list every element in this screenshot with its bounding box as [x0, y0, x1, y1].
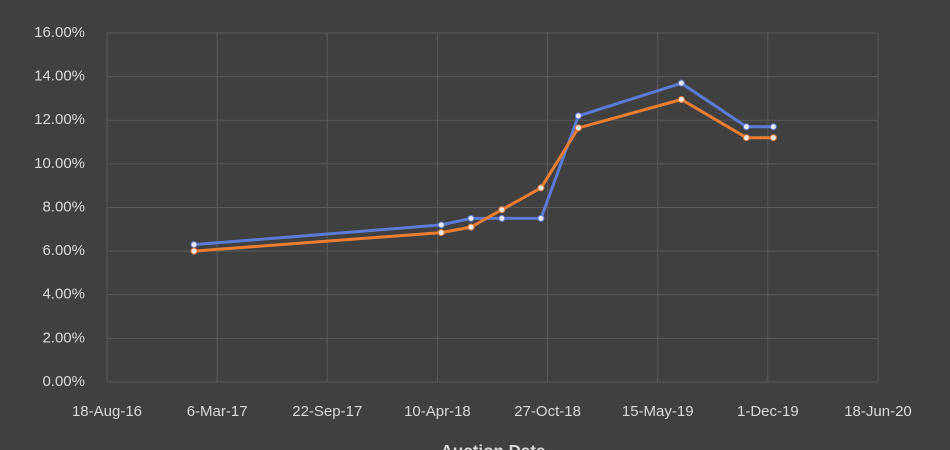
point-marker — [742, 134, 750, 142]
y-tick-label: 2.00% — [42, 329, 85, 346]
y-tick-label: 8.00% — [42, 198, 85, 215]
point-marker — [574, 124, 582, 132]
y-tick-label: 14.00% — [34, 68, 85, 85]
y-tick-label: 12.00% — [34, 111, 85, 128]
y-tick-label: 4.00% — [42, 286, 85, 303]
point-marker — [467, 214, 475, 222]
point-marker — [742, 123, 750, 131]
x-tick-label: 10-Apr-18 — [404, 403, 471, 420]
y-tick-label: 6.00% — [42, 242, 85, 259]
point-marker — [677, 79, 685, 87]
series-line — [193, 98, 774, 253]
x-tick-label: 27-Oct-18 — [514, 403, 581, 420]
point-marker — [437, 229, 445, 237]
point-marker — [537, 184, 545, 192]
x-tick-label: 15-May-19 — [622, 403, 694, 420]
x-tick-label: 6-Mar-17 — [187, 403, 248, 420]
point-marker — [467, 223, 475, 231]
x-axis-title: Auction Date — [441, 441, 546, 450]
point-marker — [769, 123, 777, 131]
x-tick-label: 22-Sep-17 — [292, 403, 362, 420]
y-tick-label: 10.00% — [34, 155, 85, 172]
point-marker — [574, 112, 582, 120]
point-marker — [769, 134, 777, 142]
y-tick-label: 0.00% — [42, 373, 85, 390]
point-marker — [498, 206, 506, 214]
x-tick-label: 18-Aug-16 — [72, 403, 142, 420]
point-marker — [190, 247, 198, 255]
point-marker — [537, 214, 545, 222]
point-marker — [677, 96, 685, 104]
y-tick-label: 16.00% — [34, 24, 85, 41]
point-marker — [437, 221, 445, 229]
x-tick-label: 18-Jun-20 — [844, 403, 912, 420]
x-tick-label: 1-Dec-19 — [737, 403, 799, 420]
point-marker — [190, 241, 198, 249]
point-marker — [498, 214, 506, 222]
